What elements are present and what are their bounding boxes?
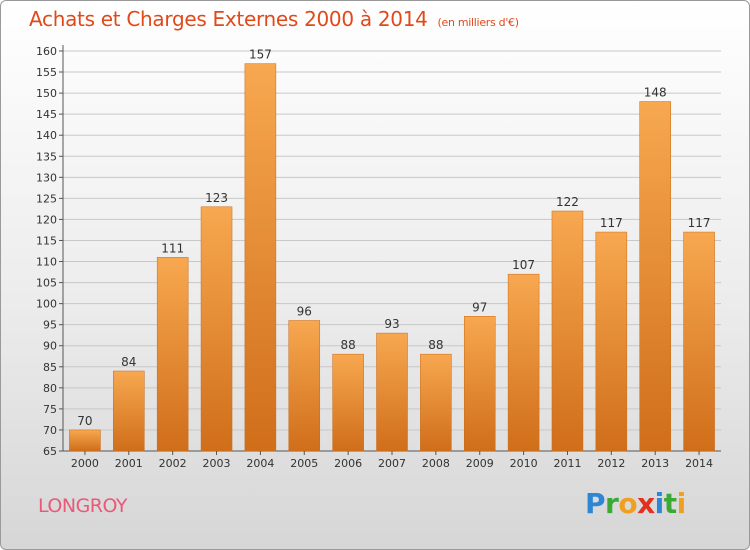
bar xyxy=(639,101,671,452)
data-label: 123 xyxy=(205,191,228,205)
chart-subtitle: (en milliers d'€) xyxy=(437,16,519,29)
data-label: 107 xyxy=(512,258,535,272)
data-label: 117 xyxy=(688,216,711,230)
logo-letter: i xyxy=(676,487,687,520)
y-tick-label: 160 xyxy=(36,45,57,58)
bar xyxy=(69,429,101,452)
bar xyxy=(156,257,189,452)
logo-letter: i xyxy=(654,487,665,520)
data-label: 84 xyxy=(121,355,136,369)
y-tick-label: 85 xyxy=(43,361,57,374)
logo-letter: r xyxy=(605,487,619,520)
x-tick-label: 2005 xyxy=(290,457,318,470)
x-tick-label: 2003 xyxy=(203,457,231,470)
x-tick-label: 2004 xyxy=(246,457,274,470)
y-tick-label: 135 xyxy=(36,150,57,163)
x-tick-label: 2013 xyxy=(641,457,669,470)
proxiti-logo: Proxiti xyxy=(585,487,686,520)
bar xyxy=(244,63,277,452)
bar xyxy=(507,273,540,452)
x-tick-label: 2009 xyxy=(466,457,494,470)
x-tick-label: 2007 xyxy=(378,457,406,470)
data-label: 93 xyxy=(384,317,399,331)
y-tick-label: 75 xyxy=(43,403,57,416)
x-tick-label: 2014 xyxy=(685,457,713,470)
x-tick-label: 2012 xyxy=(597,457,625,470)
bar xyxy=(200,206,233,452)
bar xyxy=(332,353,364,452)
bar xyxy=(288,320,321,452)
y-tick-label: 125 xyxy=(36,192,57,205)
bar xyxy=(551,210,584,452)
data-label: 148 xyxy=(644,86,667,100)
y-tick-label: 150 xyxy=(36,87,57,100)
x-tick-label: 2008 xyxy=(422,457,450,470)
y-tick-label: 110 xyxy=(36,256,57,269)
y-tick-label: 130 xyxy=(36,171,57,184)
x-tick-label: 2006 xyxy=(334,457,362,470)
commune-name: LONGROY xyxy=(38,495,128,517)
y-tick-label: 105 xyxy=(36,277,57,290)
x-tick-label: 2002 xyxy=(159,457,187,470)
data-label: 97 xyxy=(472,300,487,314)
x-tick-label: 2011 xyxy=(553,457,581,470)
bar xyxy=(420,353,452,452)
data-label: 88 xyxy=(340,338,355,352)
y-tick-label: 90 xyxy=(43,340,57,353)
y-tick-label: 70 xyxy=(43,424,57,437)
y-tick-label: 80 xyxy=(43,382,57,395)
chart-title-text: Achats et Charges Externes 2000 à 2014 xyxy=(29,7,428,31)
bar xyxy=(683,231,715,452)
bar xyxy=(595,231,628,452)
bar xyxy=(376,332,408,452)
bar xyxy=(113,370,145,452)
logo-letter: P xyxy=(585,487,606,520)
logo-letter: o xyxy=(618,487,638,520)
y-tick-label: 100 xyxy=(36,298,57,311)
y-tick-label: 95 xyxy=(43,319,57,332)
data-label: 117 xyxy=(600,216,623,230)
x-tick-label: 2000 xyxy=(71,457,99,470)
data-label: 88 xyxy=(428,338,443,352)
logo-letter: t xyxy=(663,487,677,520)
logo-letter: x xyxy=(637,487,655,520)
chart-title: Achats et Charges Externes 2000 à 2014 (e… xyxy=(29,7,519,31)
x-tick-label: 2010 xyxy=(510,457,538,470)
y-tick-label: 140 xyxy=(36,129,57,142)
x-tick-label: 2001 xyxy=(115,457,143,470)
y-tick-label: 65 xyxy=(43,445,57,458)
y-tick-label: 145 xyxy=(36,108,57,121)
y-tick-label: 115 xyxy=(36,234,57,247)
data-label: 96 xyxy=(297,304,312,318)
y-tick-label: 155 xyxy=(36,66,57,79)
y-tick-label: 120 xyxy=(36,213,57,226)
data-label: 111 xyxy=(161,241,184,255)
data-label: 70 xyxy=(77,414,92,428)
bar xyxy=(463,316,496,452)
data-label: 122 xyxy=(556,195,579,209)
data-label: 157 xyxy=(249,48,272,62)
